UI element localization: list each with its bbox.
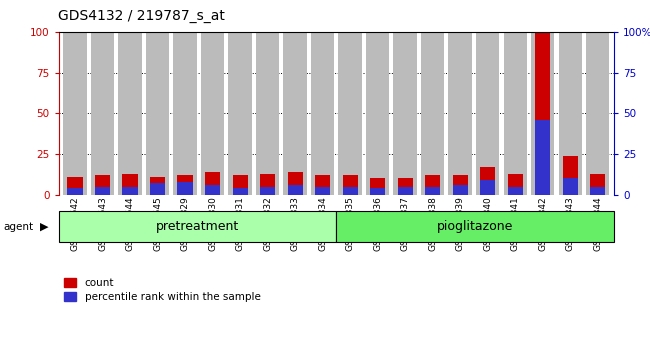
Bar bbox=[343, 175, 358, 195]
Bar bbox=[563, 156, 578, 195]
Bar bbox=[370, 178, 385, 195]
Bar bbox=[205, 172, 220, 195]
Bar bbox=[287, 185, 303, 195]
Bar bbox=[146, 32, 169, 195]
Bar bbox=[337, 211, 614, 242]
Bar bbox=[343, 187, 358, 195]
Bar bbox=[370, 188, 385, 195]
Bar bbox=[283, 32, 307, 195]
Bar bbox=[590, 187, 605, 195]
Bar bbox=[508, 173, 523, 195]
Bar bbox=[91, 32, 114, 195]
Bar bbox=[95, 187, 110, 195]
Bar bbox=[287, 172, 303, 195]
Bar bbox=[63, 32, 86, 195]
Bar bbox=[563, 178, 578, 195]
Bar bbox=[425, 175, 440, 195]
Bar bbox=[68, 188, 83, 195]
Bar bbox=[58, 211, 337, 242]
Bar bbox=[504, 32, 527, 195]
Bar bbox=[535, 120, 551, 195]
Bar bbox=[480, 180, 495, 195]
Bar bbox=[118, 32, 142, 195]
Bar bbox=[205, 185, 220, 195]
Bar bbox=[177, 175, 192, 195]
Bar bbox=[122, 173, 138, 195]
Bar bbox=[311, 32, 334, 195]
Bar bbox=[452, 175, 468, 195]
Bar bbox=[398, 178, 413, 195]
Bar bbox=[476, 32, 499, 195]
Bar bbox=[260, 173, 275, 195]
Bar bbox=[256, 32, 280, 195]
Bar bbox=[174, 32, 197, 195]
Text: ▶: ▶ bbox=[40, 222, 49, 232]
Text: agent: agent bbox=[3, 222, 33, 232]
Bar bbox=[586, 32, 610, 195]
Bar bbox=[448, 32, 472, 195]
Bar bbox=[366, 32, 389, 195]
Bar bbox=[228, 32, 252, 195]
Bar bbox=[95, 175, 110, 195]
Bar bbox=[531, 32, 554, 195]
Bar bbox=[452, 185, 468, 195]
Bar bbox=[233, 188, 248, 195]
Bar bbox=[590, 173, 605, 195]
Bar bbox=[398, 187, 413, 195]
Text: pioglitazone: pioglitazone bbox=[437, 220, 514, 233]
Bar bbox=[201, 32, 224, 195]
Bar bbox=[480, 167, 495, 195]
Bar bbox=[421, 32, 445, 195]
Bar bbox=[425, 187, 440, 195]
Bar bbox=[260, 187, 275, 195]
Bar bbox=[150, 183, 165, 195]
Text: pretreatment: pretreatment bbox=[156, 220, 239, 233]
Bar bbox=[339, 32, 362, 195]
Bar bbox=[233, 175, 248, 195]
Bar bbox=[122, 187, 138, 195]
Bar bbox=[68, 177, 83, 195]
Legend: count, percentile rank within the sample: count, percentile rank within the sample bbox=[64, 278, 261, 302]
Bar bbox=[177, 182, 192, 195]
Bar bbox=[535, 32, 551, 195]
Bar bbox=[315, 187, 330, 195]
Bar bbox=[150, 177, 165, 195]
Bar bbox=[508, 187, 523, 195]
Bar bbox=[393, 32, 417, 195]
Bar bbox=[558, 32, 582, 195]
Text: GDS4132 / 219787_s_at: GDS4132 / 219787_s_at bbox=[58, 9, 226, 23]
Bar bbox=[315, 175, 330, 195]
